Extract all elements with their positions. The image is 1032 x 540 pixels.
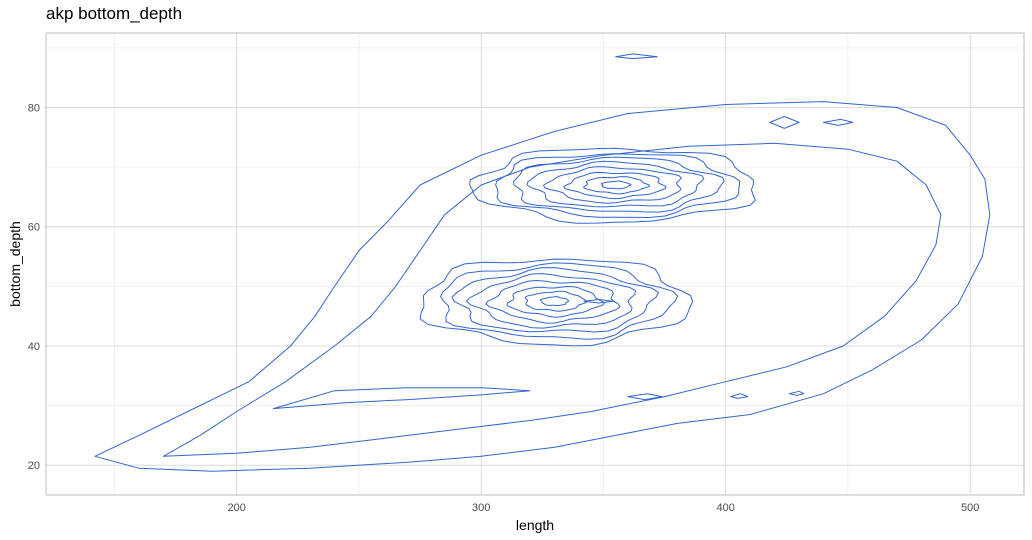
x-tick-label: 200 [228,502,246,514]
contour-island-mid-b [730,393,749,399]
contour-lines [94,53,991,472]
contour-peak-2-level-5 [526,160,705,208]
y-axis-title: bottom_depth [7,221,23,307]
contour-peak-1-level-7 [440,262,679,340]
contour-peak-2-level-6 [513,156,725,213]
contour-island-right-2 [823,118,854,126]
contour-peak-1-level-2 [524,290,588,312]
contour-island-right-1 [769,116,800,129]
contour-peak-1-level-4 [485,280,621,324]
x-tick-label: 300 [472,502,490,514]
contour-island-left [272,387,531,410]
y-tick-label: 80 [28,103,40,115]
contour-peak-2-level-3 [563,171,667,200]
x-tick-label: 400 [717,502,735,514]
contour-peak-1-level-1 [540,296,570,306]
contour-peak-1-level-3 [506,286,605,318]
contour-island-mid-c [788,390,805,396]
contour-peak-2-level-1 [600,180,632,190]
grid-major-lines [46,33,1024,495]
y-tick-label: 40 [28,341,40,353]
contour-peak-2-level-7 [495,153,740,218]
grid-minor-lines [46,33,1024,495]
contour-peak-1-level-5 [466,273,636,329]
panel-border [45,32,1025,496]
x-axis-ticks: 200 300 400 500 [228,502,980,514]
contour-peak-1-level-6 [451,267,659,333]
contour-island-mid-a [627,393,663,401]
contour-peak-1-level-8 [419,258,694,347]
contour-island-top [615,53,658,60]
contour-peak-2-level-8 [469,147,756,224]
x-axis-title: length [516,517,554,533]
y-tick-label: 60 [28,222,40,234]
y-tick-label: 20 [28,460,40,472]
contour-peak-2-level-4 [543,166,682,204]
contour-level-1 [94,101,991,472]
x-tick-label: 500 [961,502,979,514]
y-axis-ticks: 20 40 60 80 [28,103,40,473]
contour-peak-2-level-2 [583,176,651,195]
contour-level-2 [162,142,942,457]
chart-title: akp bottom_depth [46,4,183,23]
